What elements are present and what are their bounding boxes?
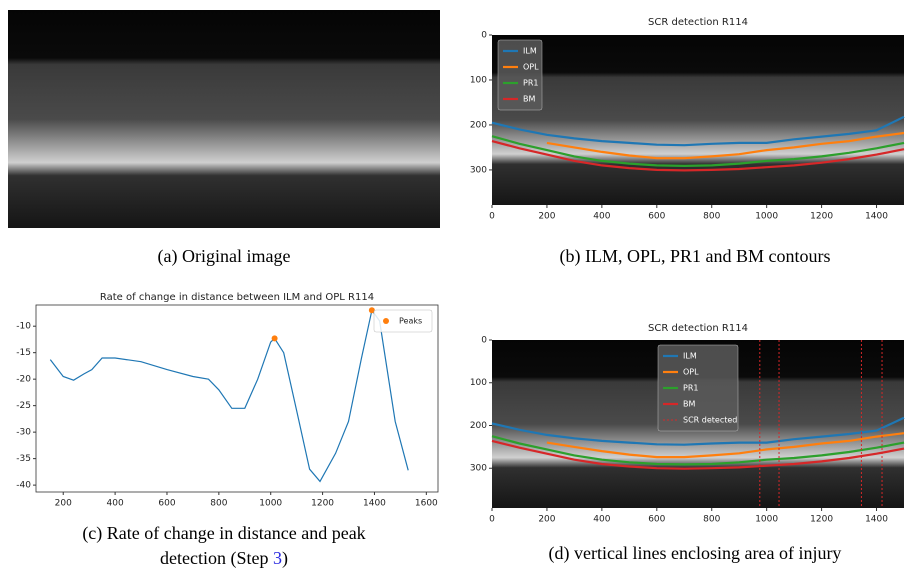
x-tick-label: 200 [538,515,555,525]
original-image [8,10,440,228]
x-tick-label: 600 [648,515,665,525]
series-line [546,131,905,160]
x-tick-label: 1000 [259,499,282,509]
x-tick-label: 1600 [415,499,438,509]
x-tick-label: 1400 [865,515,888,525]
peak [271,335,278,342]
x-tick-label: 800 [210,499,227,509]
series-line [491,115,905,147]
series-line [491,439,905,470]
series-line [491,140,905,172]
y-tick-label: 100 [470,75,487,85]
y-tick-label: -35 [16,454,31,464]
x-tick-label: 200 [538,212,555,222]
x-tick-label: 800 [703,212,720,222]
y-tick-label: 100 [470,378,487,388]
caption-text: ) [282,548,288,569]
caption: (d) vertical lines enclosing area of inj… [549,543,842,564]
legend-label: BM [523,95,535,104]
series-line [491,435,905,466]
y-tick-label: -30 [16,428,31,438]
legend-box [657,344,739,432]
legend-label: BM [683,400,695,409]
legend-box [373,309,433,333]
legend-label: SCR detected [683,416,737,425]
chart-title: Rate of change in distance between ILM a… [100,292,374,303]
oct-image [492,35,904,205]
peak [368,307,375,314]
x-tick-label: 1400 [865,212,888,222]
y-tick-label: -15 [16,348,31,358]
y-tick-label: 200 [470,120,487,130]
x-tick-label: 800 [703,515,720,525]
x-tick-label: 400 [593,212,610,222]
legend-label: PR1 [523,79,538,88]
y-tick-label: -25 [16,401,31,411]
caption: (a) Original image [158,246,291,267]
legend-label: Peaks [399,317,422,326]
step-ref[interactable]: 3 [273,548,282,568]
y-tick-label: 300 [470,464,487,474]
y-tick-label: -20 [16,375,31,385]
y-tick-label: 200 [470,421,487,431]
x-tick-label: 400 [593,515,610,525]
x-tick-label: 600 [648,212,665,222]
y-tick-label: 0 [481,336,487,346]
chart-title: SCR detection R114 [648,17,748,28]
x-tick-label: 600 [158,499,175,509]
y-tick-label: 300 [470,165,487,175]
x-tick-label: 0 [489,515,495,525]
series-line [546,432,905,459]
legend-label: OPL [523,63,539,72]
y-tick-label: -40 [16,481,31,491]
legend-label: PR1 [683,384,698,393]
x-tick-label: 400 [107,499,124,509]
series-line [491,416,905,446]
chart-title: SCR detection R114 [648,323,748,334]
x-tick-label: 1200 [810,515,833,525]
legend-label: ILM [523,47,537,56]
series-line [491,135,905,168]
plot-frame [35,304,439,493]
x-tick-label: 200 [55,499,72,509]
y-tick-label: 0 [481,31,487,41]
caption: (c) Rate of change in distance and peak [82,523,365,544]
caption: detection (Step 3) [160,548,288,569]
y-tick-label: -10 [16,322,31,332]
legend-label: ILM [683,352,697,361]
caption-text: detection (Step [160,548,273,569]
caption: (b) ILM, OPL, PR1 and BM contours [560,246,831,267]
x-tick-label: 1000 [755,212,778,222]
series-line [49,308,409,483]
x-tick-label: 1200 [311,499,334,509]
legend-box [497,39,543,111]
x-tick-label: 1000 [755,515,778,525]
legend-label: OPL [683,368,699,377]
x-tick-label: 0 [489,212,495,222]
x-tick-label: 1200 [810,212,833,222]
x-tick-label: 1400 [363,499,386,509]
legend-marker [383,318,389,324]
